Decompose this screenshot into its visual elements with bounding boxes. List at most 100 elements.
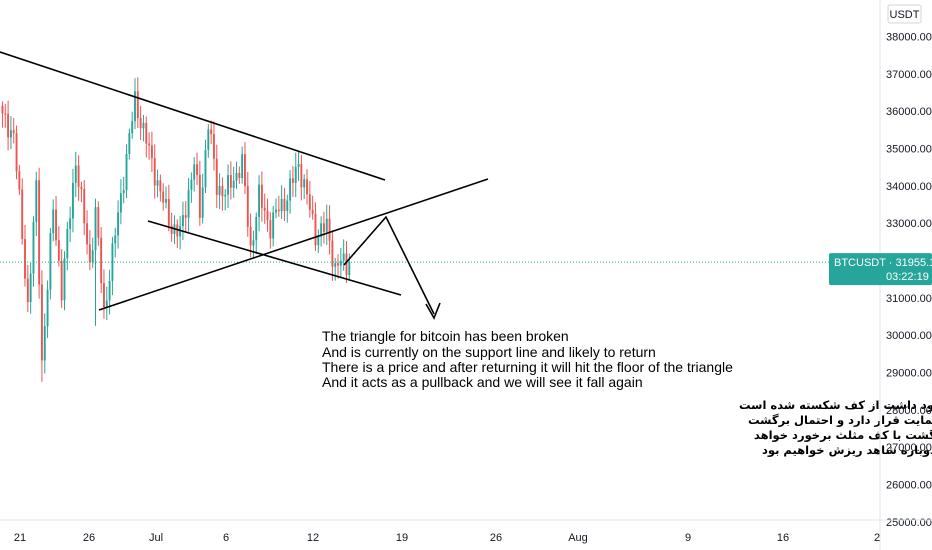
- candle-down[interactable]: [26, 278, 29, 303]
- candle-down[interactable]: [331, 240, 334, 267]
- candle-up[interactable]: [32, 222, 35, 274]
- candle-down[interactable]: [159, 180, 162, 192]
- candle-down[interactable]: [100, 237, 103, 284]
- candle-down[interactable]: [246, 186, 249, 227]
- candle-up[interactable]: [181, 215, 184, 227]
- candle-down[interactable]: [83, 189, 86, 224]
- time-axis[interactable]: 21 26 Jul 6 12 19 26 Aug 9 16 2: [0, 519, 932, 544]
- candle-up[interactable]: [297, 164, 300, 167]
- candle-up[interactable]: [241, 154, 244, 179]
- triangle-upper-resistance-line[interactable]: [0, 51, 386, 181]
- candle-up[interactable]: [224, 194, 227, 197]
- candle-up[interactable]: [105, 300, 108, 308]
- candle-down[interactable]: [40, 284, 43, 361]
- current-price-label[interactable]: BTCUSDT · 31955.18 03:22:19: [829, 253, 932, 286]
- candle-up[interactable]: [342, 253, 345, 261]
- candle-down[interactable]: [249, 226, 252, 246]
- candle-up[interactable]: [207, 129, 210, 150]
- candle-down[interactable]: [153, 158, 156, 186]
- candle-down[interactable]: [263, 207, 266, 211]
- candle-down[interactable]: [18, 171, 21, 190]
- drawings-layer[interactable]: [0, 51, 489, 320]
- plot-area[interactable]: [0, 0, 880, 520]
- candle-up[interactable]: [258, 184, 261, 218]
- candle-down[interactable]: [80, 186, 83, 190]
- candle-up[interactable]: [255, 217, 258, 241]
- candle-down[interactable]: [176, 224, 179, 237]
- candle-down[interactable]: [148, 143, 151, 146]
- candle-down[interactable]: [345, 253, 348, 275]
- candle-down[interactable]: [12, 130, 15, 134]
- candle-up[interactable]: [46, 289, 49, 327]
- candle-down[interactable]: [210, 129, 213, 135]
- candle-down[interactable]: [86, 223, 88, 245]
- candle-up[interactable]: [131, 121, 134, 134]
- candle-up[interactable]: [235, 172, 238, 181]
- candle-down[interactable]: [103, 283, 105, 308]
- candle-down[interactable]: [38, 180, 41, 285]
- candle-up[interactable]: [317, 236, 320, 246]
- candle-down[interactable]: [24, 238, 26, 279]
- candle-up[interactable]: [63, 258, 66, 301]
- candle-down[interactable]: [266, 210, 269, 221]
- candle-up[interactable]: [156, 180, 159, 186]
- candle-up[interactable]: [179, 226, 182, 237]
- candle-up[interactable]: [218, 185, 221, 196]
- candle-down[interactable]: [7, 113, 10, 138]
- candle-down[interactable]: [21, 189, 24, 239]
- candle-up[interactable]: [303, 179, 306, 188]
- candle-up[interactable]: [29, 273, 32, 303]
- candle-up[interactable]: [35, 180, 38, 223]
- candle-down[interactable]: [60, 260, 63, 301]
- candle-up[interactable]: [72, 182, 74, 219]
- candle-up[interactable]: [165, 198, 167, 203]
- candle-down[interactable]: [198, 174, 201, 218]
- candle-up[interactable]: [252, 240, 255, 246]
- candle-down[interactable]: [213, 134, 215, 159]
- candle-up[interactable]: [134, 91, 136, 122]
- candle-up[interactable]: [294, 166, 297, 183]
- candle-down[interactable]: [4, 113, 7, 115]
- candle-up[interactable]: [286, 200, 289, 212]
- candle-down[interactable]: [196, 164, 198, 175]
- candle-down[interactable]: [139, 118, 142, 129]
- candle-up[interactable]: [43, 326, 46, 361]
- candle-down[interactable]: [308, 194, 311, 210]
- candle-down[interactable]: [77, 165, 80, 187]
- projected-path-line[interactable]: [343, 215, 435, 315]
- candle-up[interactable]: [334, 263, 337, 267]
- candle-up[interactable]: [348, 262, 351, 275]
- candle-up[interactable]: [128, 133, 131, 154]
- candle-down[interactable]: [238, 172, 241, 179]
- candle-up[interactable]: [119, 193, 122, 213]
- triangle-lower-line[interactable]: [147, 220, 402, 296]
- candle-up[interactable]: [227, 175, 229, 195]
- candle-up[interactable]: [204, 149, 207, 188]
- candle-up[interactable]: [122, 190, 125, 194]
- candle-down[interactable]: [184, 215, 187, 218]
- candle-down[interactable]: [269, 220, 272, 239]
- candle-up[interactable]: [69, 218, 72, 229]
- candle-down[interactable]: [145, 122, 148, 144]
- candle-down[interactable]: [221, 185, 224, 197]
- candle-up[interactable]: [108, 280, 111, 301]
- candle-down[interactable]: [15, 133, 18, 172]
- candle-up[interactable]: [289, 178, 292, 201]
- candle-up[interactable]: [232, 180, 235, 188]
- candle-up[interactable]: [52, 209, 55, 234]
- candle-down[interactable]: [167, 198, 170, 226]
- candle-up[interactable]: [9, 130, 12, 138]
- candle-down[interactable]: [97, 207, 100, 238]
- annotation-persian[interactable]: مثلثی که برای بیتکویین وجود داشت از کف ش…: [739, 398, 932, 458]
- candle-down[interactable]: [291, 178, 294, 183]
- candle-down[interactable]: [306, 179, 308, 195]
- candle-down[interactable]: [311, 209, 314, 214]
- candle-up[interactable]: [49, 233, 52, 290]
- candle-up[interactable]: [275, 209, 277, 213]
- candle-up[interactable]: [280, 198, 283, 212]
- candle-up[interactable]: [325, 218, 328, 232]
- candle-up[interactable]: [66, 228, 69, 259]
- candle-up[interactable]: [187, 189, 190, 218]
